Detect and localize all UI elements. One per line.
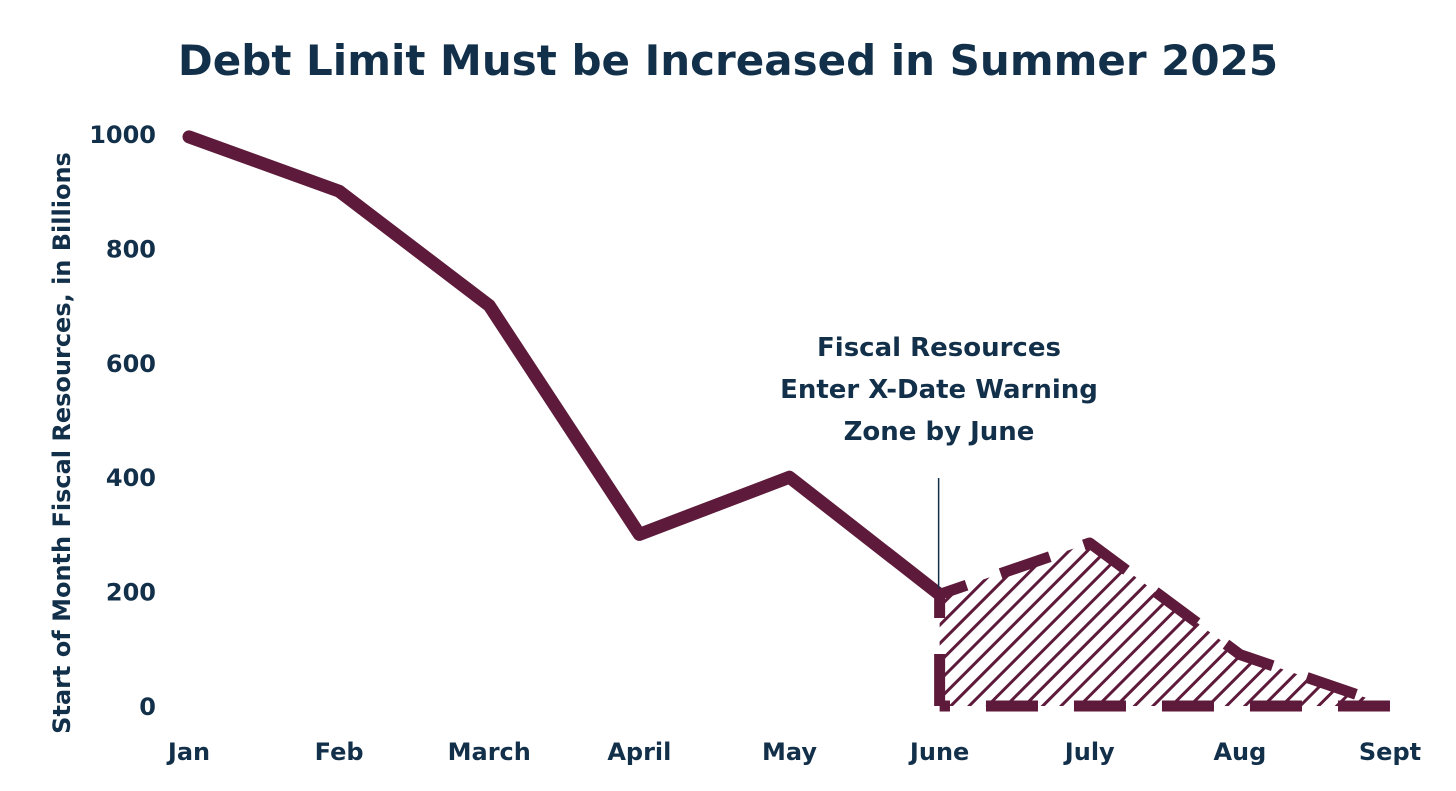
data-point [487, 304, 491, 308]
y-tick-label: 400 [106, 464, 156, 492]
chart-title: Debt Limit Must be Increased in Summer 2… [178, 36, 1278, 85]
data-point [1238, 653, 1242, 657]
x-tick-label: March [448, 738, 531, 766]
y-tick-label: 600 [106, 350, 156, 378]
annotation-line-1: Fiscal Resources [817, 333, 1061, 363]
y-axis-ticks: 1000 800 600 400 200 0 [89, 121, 156, 721]
y-tick-label: 1000 [89, 121, 156, 149]
data-point [788, 475, 792, 479]
annotation-line-3: Zone by June [844, 417, 1035, 447]
y-axis-label: Start of Month Fiscal Resources, in Bill… [48, 152, 76, 734]
x-tick-label: Aug [1213, 738, 1266, 766]
annotation-line-2: Enter X-Date Warning [780, 375, 1098, 405]
data-point [337, 189, 341, 193]
x-tick-label: Sept [1359, 738, 1421, 766]
x-tick-label: May [762, 738, 817, 766]
x-tick-label: Jan [166, 738, 210, 766]
annotation: Fiscal Resources Enter X-Date Warning Zo… [780, 333, 1098, 447]
data-point [187, 135, 191, 139]
y-tick-label: 800 [106, 235, 156, 263]
data-point [637, 532, 641, 536]
data-point [1388, 704, 1392, 708]
warning-zone-outline [934, 537, 1396, 712]
y-tick-label: 200 [106, 579, 156, 607]
y-tick-label: 0 [139, 693, 156, 721]
x-tick-label: July [1063, 738, 1115, 766]
resources-line [182, 130, 947, 601]
data-point [938, 592, 942, 596]
x-tick-label: April [607, 738, 671, 766]
x-tick-label: June [908, 738, 969, 766]
x-axis-ticks: Jan Feb March April May June July Aug Sept [166, 738, 1421, 766]
warning-zone-area [939, 542, 1390, 706]
data-point [1088, 541, 1092, 545]
x-tick-label: Feb [315, 738, 364, 766]
